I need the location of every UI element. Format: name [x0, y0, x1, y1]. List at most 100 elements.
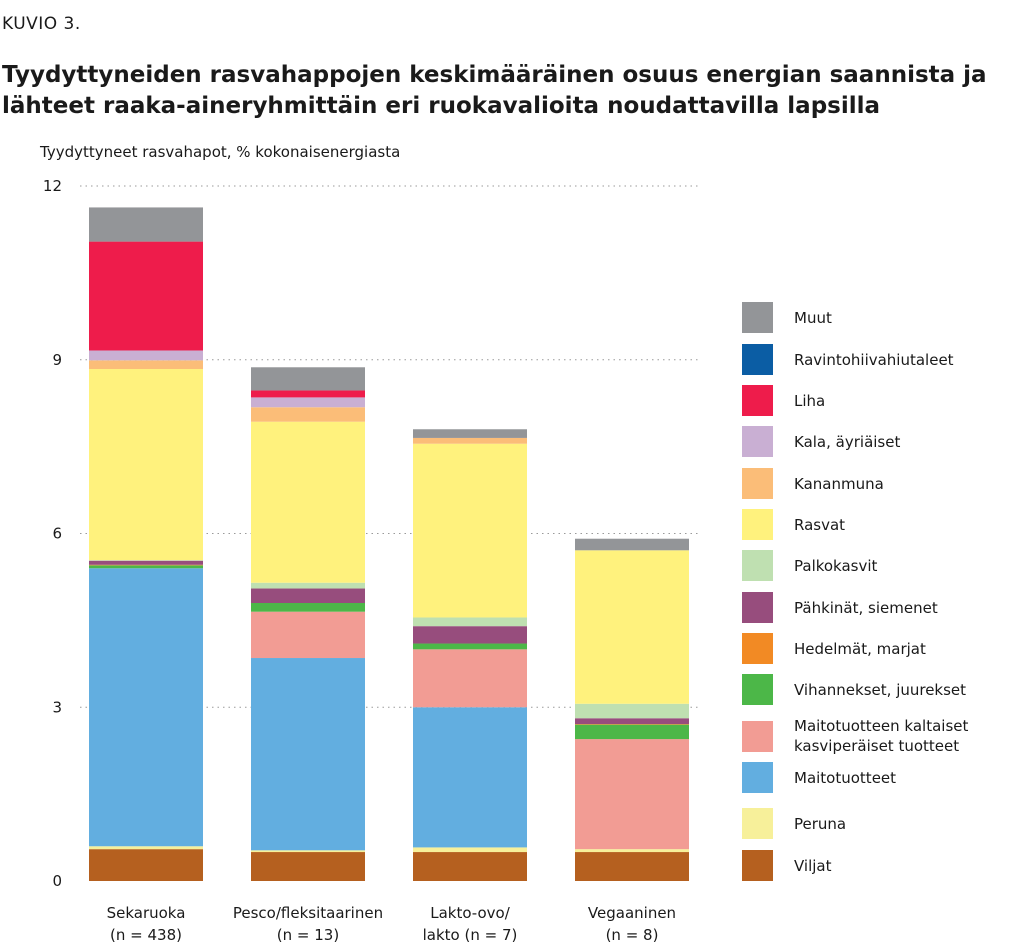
x-category-sublabel: lakto (n = 7): [423, 926, 518, 944]
bar-segment-rasvat: [413, 443, 527, 618]
legend-item: Palkokasvit: [742, 550, 877, 581]
x-category-sublabel: (n = 8): [606, 926, 659, 944]
bar-segment-hedelm-t-marjat: [89, 564, 203, 566]
legend-item: Vihannekset, juurekset: [742, 674, 966, 705]
bar-segment-kananmuna: [251, 407, 365, 422]
legend-swatch: [742, 592, 773, 623]
legend-label: Kananmuna: [794, 474, 884, 493]
x-category-label: Sekaruoka: [107, 904, 186, 922]
bar-segment-kala-yri-iset: [89, 350, 203, 361]
legend-swatch: [742, 426, 773, 457]
legend-swatch: [742, 509, 773, 540]
legend-swatch: [742, 550, 773, 581]
bar-segment-peruna: [413, 847, 527, 853]
bar-segment-rasvat: [575, 550, 689, 704]
y-tick-label: 3: [52, 698, 62, 716]
x-category-label: Lakto-ovo/: [430, 904, 510, 922]
bar-segment-p-hkin-t-siemenet: [575, 718, 689, 725]
legend-label: Maitotuotteet: [794, 768, 897, 787]
legend-swatch: [742, 720, 773, 752]
legend-swatch: [742, 468, 773, 499]
legend-label: Peruna: [794, 814, 847, 833]
legend-swatch: [742, 762, 773, 793]
legend-item: Peruna: [742, 808, 846, 839]
legend-label: Liha: [794, 391, 826, 410]
legend-label: Ravintohiivahiutaleet: [794, 350, 954, 369]
bar-segment-maitotuotteen-kaltaiset-kasviper-iset-tuotteet: [251, 611, 365, 659]
legend-label: Viljat: [794, 856, 832, 875]
legend-item: Pähkinät, siemenet: [742, 592, 938, 623]
bar-segment-p-hkin-t-siemenet: [413, 626, 527, 644]
bar-segment-kananmuna: [89, 360, 203, 370]
bar-segment-rasvat: [89, 369, 203, 561]
legend-swatch: [742, 633, 773, 664]
bar-segment-palkokasvit: [251, 582, 365, 589]
y-tick-label: 6: [52, 525, 62, 543]
legend-label: Hedelmät, marjat: [794, 639, 926, 658]
y-tick-label: 0: [52, 872, 62, 890]
bar-segment-viljat: [575, 852, 689, 881]
x-category-label: Pesco/fleksitaarinen: [233, 904, 383, 922]
legend-item: Kala, äyriäiset: [742, 426, 900, 457]
legend-item: Maitotuotteet: [742, 762, 896, 793]
bar-segment-hedelm-t-marjat: [575, 724, 689, 725]
bar-segment-vihannekset-juurekset: [89, 565, 203, 569]
bar-segment-palkokasvit: [413, 617, 527, 627]
legend-label: Kala, äyriäiset: [794, 432, 901, 451]
legend-label: Vihannekset, juurekset: [794, 680, 967, 699]
chart-title: Tyydyttyneiden rasvahappojen keskimääräi…: [2, 62, 987, 119]
bar-segment-viljat: [251, 852, 365, 881]
bar-segment-maitotuotteet: [89, 568, 203, 847]
figure-label: KUVIO 3.: [2, 14, 81, 34]
bar-segment-rasvat: [251, 421, 365, 583]
bar-segment-peruna: [575, 849, 689, 853]
bar-segment-maitotuotteen-kaltaiset-kasviper-iset-tuotteet: [413, 649, 527, 708]
legend-label: Rasvat: [794, 515, 846, 534]
y-tick-label: 12: [43, 177, 62, 195]
bar-segment-peruna: [89, 846, 203, 850]
bar-segment-vihannekset-juurekset: [251, 603, 365, 612]
legend-item: Muut: [742, 302, 832, 333]
legend-item: Ravintohiivahiutaleet: [742, 344, 954, 375]
legend-item: Maitotuotteen kaltaiset kasviperäiset tu…: [742, 716, 984, 756]
bar-segment-p-hkin-t-siemenet: [89, 560, 203, 565]
bar-segment-vihannekset-juurekset: [413, 643, 527, 650]
bar-segment-viljat: [413, 852, 527, 881]
legend-item: Viljat: [742, 850, 832, 881]
bar-segment-kala-yri-iset: [251, 397, 365, 408]
bar-segment-muut: [575, 538, 689, 551]
legend-swatch: [742, 302, 773, 333]
bar-segment-muut: [89, 207, 203, 242]
legend-item: Kananmuna: [742, 468, 884, 499]
legend-label: Palkokasvit: [794, 556, 878, 575]
bar-segment-p-hkin-t-siemenet: [251, 588, 365, 603]
x-category-sublabel: (n = 13): [277, 926, 339, 944]
legend-label: Muut: [794, 308, 832, 327]
legend-item: Hedelmät, marjat: [742, 633, 926, 664]
bar-segment-viljat: [89, 849, 203, 881]
bar-segment-liha: [89, 241, 203, 351]
bar-segment-palkokasvit: [575, 703, 689, 719]
legend-swatch: [742, 344, 773, 375]
bar-segment-muut: [413, 429, 527, 438]
x-category-label: Vegaaninen: [588, 904, 676, 922]
bar-segment-maitotuotteet: [251, 658, 365, 851]
bar-segment-liha: [251, 390, 365, 398]
legend-label: Maitotuotteen kaltaiset kasviperäiset tu…: [794, 717, 969, 755]
legend-swatch: [742, 808, 773, 839]
legend-label: Pähkinät, siemenet: [794, 598, 938, 617]
bar-segment-muut: [251, 367, 365, 391]
bar-segment-kananmuna: [413, 437, 527, 444]
bar-segment-maitotuotteet: [413, 707, 527, 848]
bar-segment-maitotuotteen-kaltaiset-kasviper-iset-tuotteet: [575, 739, 689, 850]
y-axis-title: Tyydyttyneet rasvahapot, % kokonaisenerg…: [40, 143, 401, 161]
legend-item: Liha: [742, 385, 825, 416]
bar-segment-vihannekset-juurekset: [575, 724, 689, 740]
y-tick-label: 9: [52, 351, 62, 369]
bar-segment-palkokasvit: [89, 560, 203, 561]
legend-swatch: [742, 385, 773, 416]
bar-segment-peruna: [251, 850, 365, 853]
legend-swatch: [742, 674, 773, 705]
x-category-sublabel: (n = 438): [110, 926, 182, 944]
